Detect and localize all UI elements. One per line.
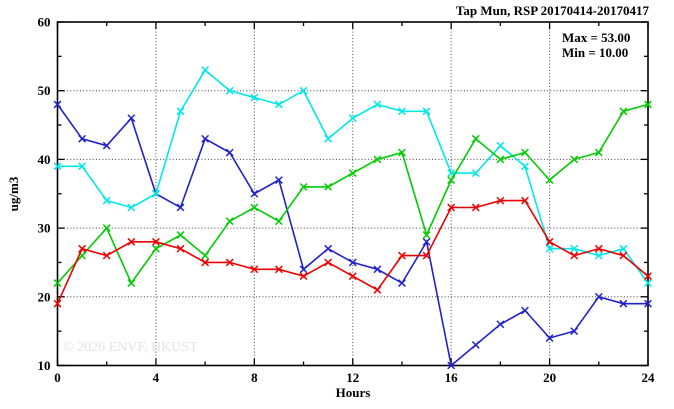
svg-text:8: 8 [251,370,258,385]
svg-text:0: 0 [54,370,61,385]
svg-text:30: 30 [38,221,51,236]
y-axis-label: ug/m3 [6,176,21,212]
svg-text:40: 40 [38,152,51,167]
svg-text:60: 60 [38,15,51,30]
svg-text:16: 16 [445,370,459,385]
watermark: © 2026 ENVF, HKUST [63,340,198,355]
max-min-annotation: Max = 53.00 Min = 10.00 [562,30,630,60]
max-value-label: Max = 53.00 [562,30,631,45]
svg-text:12: 12 [346,370,359,385]
min-value-label: Min = 10.00 [562,45,629,60]
svg-text:20: 20 [543,370,556,385]
series-green [53,100,652,287]
svg-text:10: 10 [38,358,51,373]
series-red [53,196,652,308]
series-cyan [53,66,652,287]
x-axis-label: Hours [335,385,371,400]
svg-text:24: 24 [642,370,656,385]
svg-text:50: 50 [38,83,51,98]
svg-text:4: 4 [153,370,160,385]
chart-title: Tap Mun, RSP 20170414-20170417 [455,3,649,18]
svg-text:20: 20 [38,289,51,304]
